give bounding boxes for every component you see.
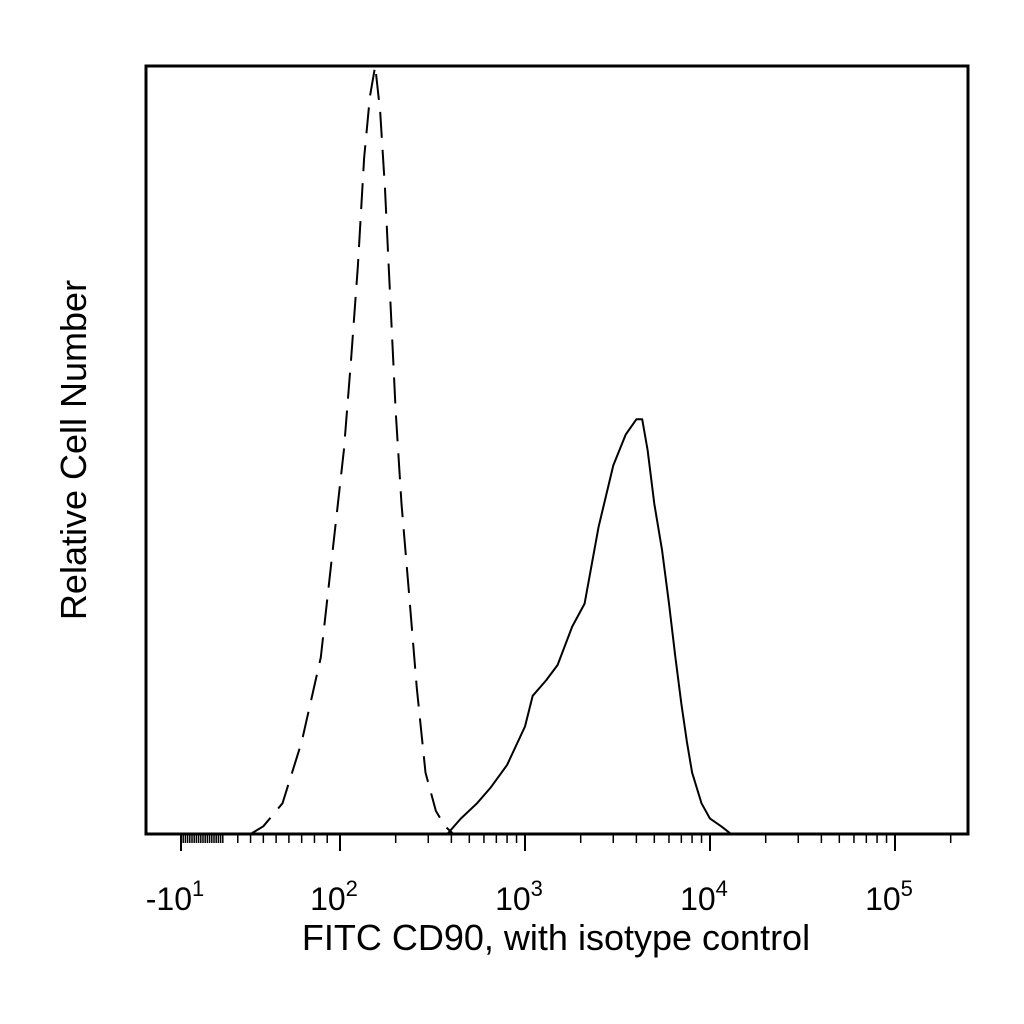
x-tick-label: 103 xyxy=(495,876,543,917)
x-axis-ticks xyxy=(180,835,952,851)
tick-label-base: 10 xyxy=(865,881,901,917)
tick-label-exponent: 3 xyxy=(531,876,543,901)
plot-frame xyxy=(144,64,970,836)
histogram-series xyxy=(250,65,732,835)
x-axis-label: FITC CD90, with isotype control xyxy=(302,917,810,958)
cd90-stained-line xyxy=(446,418,732,835)
tick-label-base: 10 xyxy=(310,881,346,917)
tick-label-exponent: 5 xyxy=(901,876,913,901)
tick-label-exponent: 1 xyxy=(192,876,204,901)
y-axis-label: Relative Cell Number xyxy=(53,280,94,620)
tick-label-base: 10 xyxy=(680,881,716,917)
x-tick-label: 104 xyxy=(680,876,728,917)
x-axis-tick-labels: -101 102 103 104 105 xyxy=(146,876,913,917)
x-tick-label: -101 xyxy=(146,876,205,917)
x-tick-label: 105 xyxy=(865,876,913,917)
tick-label-exponent: 2 xyxy=(346,876,358,901)
tick-label-base: -10 xyxy=(146,881,192,917)
x-tick-label: 102 xyxy=(310,876,358,917)
isotype-control-line xyxy=(250,65,455,835)
tick-label-exponent: 4 xyxy=(716,876,728,901)
tick-label-base: 10 xyxy=(495,881,531,917)
